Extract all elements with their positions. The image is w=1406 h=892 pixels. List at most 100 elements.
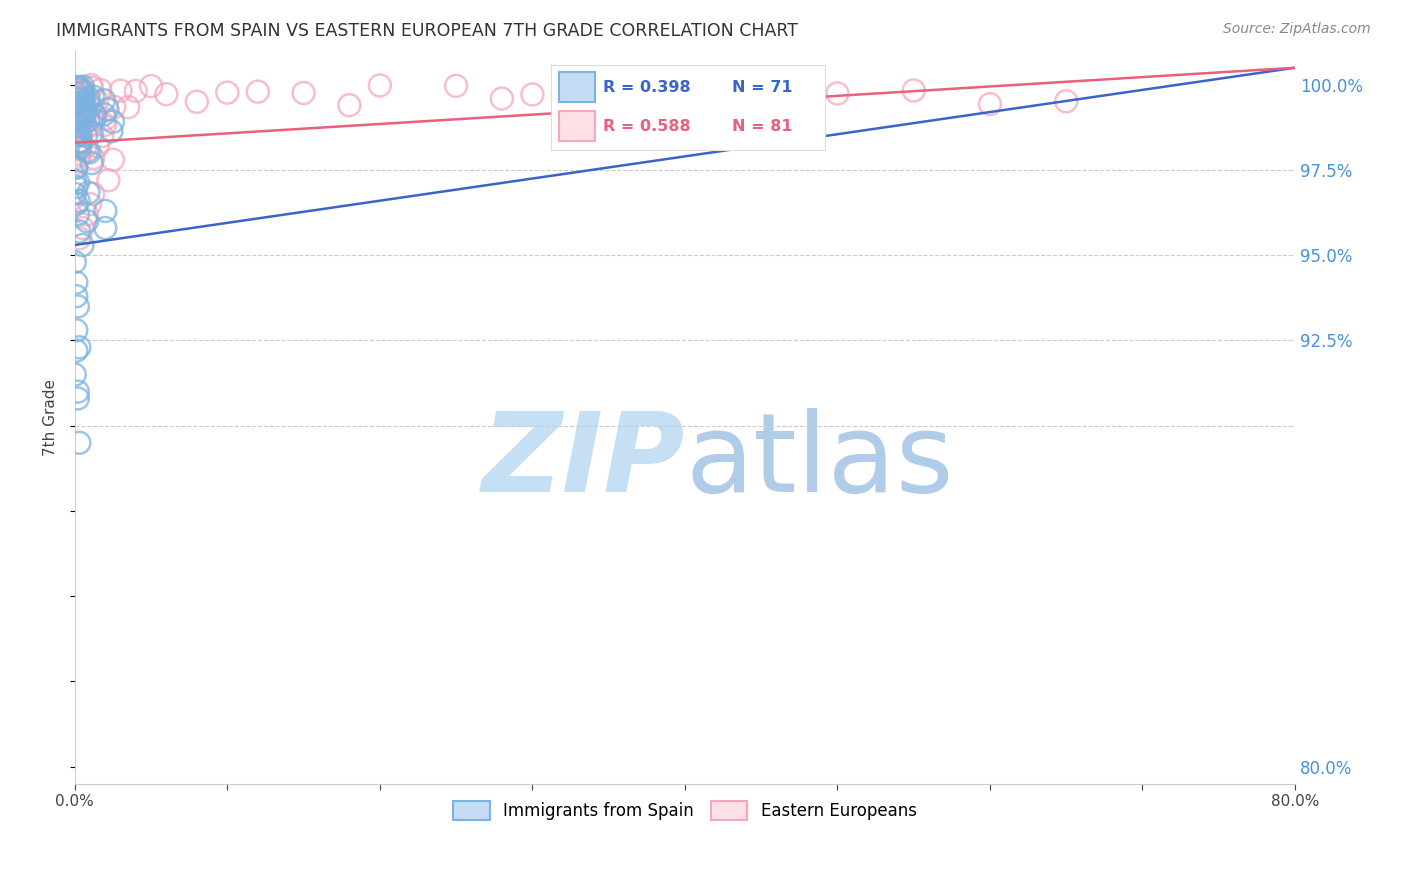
- Point: [65, 125, 87, 139]
- Point: [101, 115, 124, 129]
- Point: [73, 116, 96, 130]
- Point: [65, 323, 87, 337]
- Point: [73, 102, 96, 116]
- Point: [65, 180, 87, 194]
- Point: [67, 87, 90, 102]
- Point: [80, 126, 103, 140]
- Point: [93, 93, 115, 107]
- Point: [155, 87, 177, 102]
- Text: atlas: atlas: [685, 408, 953, 515]
- Point: [110, 84, 132, 98]
- Point: [82, 186, 104, 201]
- Point: [368, 78, 391, 93]
- Point: [79, 100, 101, 114]
- Point: [65, 113, 87, 128]
- Point: [72, 105, 94, 120]
- Point: [96, 102, 118, 116]
- Point: [67, 194, 90, 208]
- Point: [65, 136, 87, 151]
- Point: [65, 197, 87, 211]
- Point: [65, 86, 87, 100]
- Point: [79, 117, 101, 131]
- Point: [69, 135, 91, 149]
- Point: [69, 91, 91, 105]
- Point: [67, 149, 90, 163]
- Point: [66, 384, 89, 399]
- Point: [84, 109, 107, 123]
- Point: [65, 80, 87, 95]
- Point: [217, 86, 239, 100]
- Point: [66, 90, 89, 104]
- Point: [76, 144, 98, 158]
- Point: [94, 203, 117, 218]
- Point: [72, 79, 94, 94]
- Point: [69, 134, 91, 148]
- Point: [73, 141, 96, 155]
- Point: [67, 136, 90, 150]
- Point: [67, 91, 90, 105]
- Point: [100, 124, 122, 138]
- Point: [63, 173, 86, 187]
- Point: [67, 128, 90, 143]
- Point: [70, 134, 93, 148]
- Point: [69, 141, 91, 155]
- Point: [979, 97, 1001, 112]
- Point: [117, 100, 139, 114]
- Point: [76, 207, 98, 221]
- Point: [69, 82, 91, 96]
- Point: [73, 105, 96, 120]
- Point: [65, 161, 87, 175]
- Point: [65, 119, 87, 133]
- Point: [63, 107, 86, 121]
- Point: [75, 101, 97, 115]
- Point: [73, 95, 96, 109]
- Point: [70, 117, 93, 131]
- Text: Source: ZipAtlas.com: Source: ZipAtlas.com: [1223, 22, 1371, 37]
- Point: [91, 128, 114, 143]
- Point: [89, 83, 111, 97]
- Point: [337, 98, 360, 112]
- Point: [65, 95, 87, 110]
- Legend: Immigrants from Spain, Eastern Europeans: Immigrants from Spain, Eastern Europeans: [447, 795, 924, 827]
- Point: [73, 94, 96, 108]
- Point: [65, 343, 87, 358]
- Point: [598, 101, 620, 115]
- Point: [101, 153, 124, 167]
- Point: [72, 98, 94, 112]
- Y-axis label: 7th Grade: 7th Grade: [44, 379, 58, 456]
- Point: [673, 78, 696, 92]
- Point: [72, 103, 94, 118]
- Point: [66, 80, 89, 95]
- Point: [65, 89, 87, 103]
- Point: [86, 139, 108, 153]
- Point: [72, 86, 94, 100]
- Point: [72, 238, 94, 252]
- Point: [246, 85, 269, 99]
- Point: [77, 186, 100, 200]
- Point: [63, 255, 86, 269]
- Point: [70, 112, 93, 127]
- Point: [65, 160, 87, 174]
- Point: [65, 141, 87, 155]
- Point: [94, 112, 117, 126]
- Point: [66, 83, 89, 97]
- Text: ZIP: ZIP: [481, 408, 685, 515]
- Point: [67, 110, 90, 124]
- Point: [491, 91, 513, 105]
- Point: [749, 82, 772, 96]
- Point: [66, 207, 89, 221]
- Point: [82, 112, 104, 126]
- Point: [66, 392, 89, 406]
- Point: [97, 173, 120, 187]
- Point: [1054, 95, 1077, 109]
- Point: [63, 110, 86, 124]
- Point: [79, 197, 101, 211]
- Point: [69, 128, 91, 142]
- Point: [66, 299, 89, 313]
- Point: [63, 368, 86, 382]
- Point: [72, 221, 94, 235]
- Point: [73, 86, 96, 100]
- Point: [80, 80, 103, 95]
- Point: [65, 123, 87, 137]
- Point: [82, 151, 104, 165]
